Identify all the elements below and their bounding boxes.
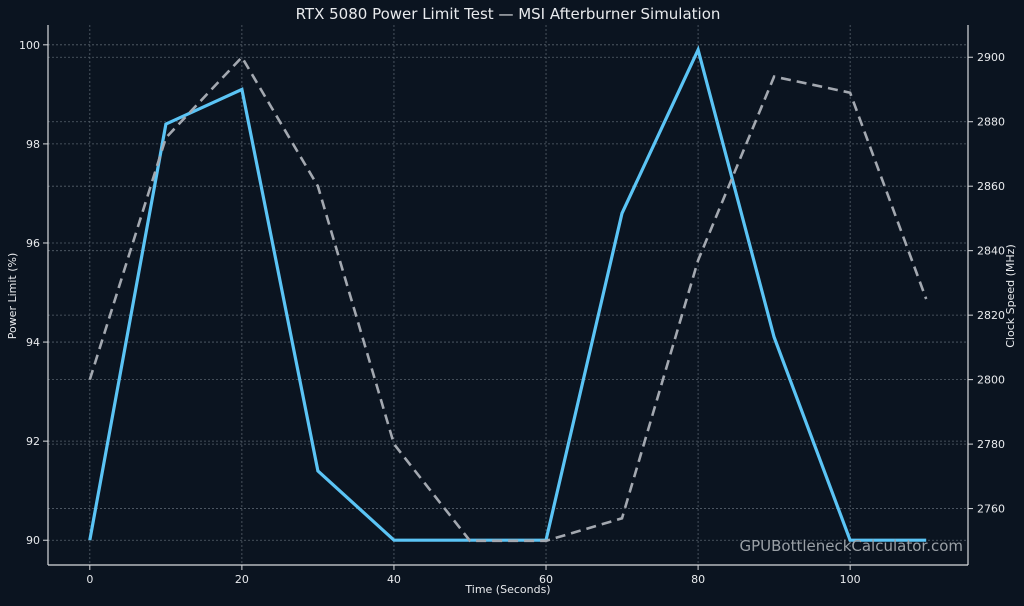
watermark-text: GPUBottleneckCalculator.com xyxy=(739,537,963,555)
y-left-tick-label: 92 xyxy=(26,435,40,448)
y-right-tick-label: 2780 xyxy=(977,438,1005,451)
left-y-axis-ticks: 90 92 94 96 98 100 xyxy=(19,39,48,547)
grid-lines xyxy=(48,25,968,565)
y-left-tick-label: 96 xyxy=(26,237,40,250)
y-right-tick-label: 2760 xyxy=(977,503,1005,516)
x-tick-label: 60 xyxy=(539,573,553,586)
y-left-tick-label: 90 xyxy=(26,534,40,547)
y-right-tick-label: 2860 xyxy=(977,180,1005,193)
right-y-axis-label: Clock Speed (MHz) xyxy=(1004,244,1017,347)
x-tick-label: 40 xyxy=(387,573,401,586)
series-layer xyxy=(88,45,928,543)
clock-speed-line xyxy=(88,55,928,543)
y-right-tick-label: 2900 xyxy=(977,51,1005,64)
y-right-tick-label: 2820 xyxy=(977,309,1005,322)
x-tick-label: 80 xyxy=(691,573,705,586)
y-left-tick-label: 100 xyxy=(19,39,40,52)
x-tick-label: 100 xyxy=(840,573,861,586)
y-right-tick-label: 2800 xyxy=(977,374,1005,387)
y-right-tick-label: 2880 xyxy=(977,116,1005,129)
left-y-axis-label: Power Limit (%) xyxy=(6,253,19,340)
y-right-tick-label: 2840 xyxy=(977,245,1005,258)
axes xyxy=(47,25,969,566)
y-left-tick-label: 94 xyxy=(26,336,40,349)
x-axis-ticks: 0 20 40 60 80 100 xyxy=(86,565,861,586)
x-axis-label: Time (Seconds) xyxy=(464,583,550,596)
x-tick-label: 0 xyxy=(86,573,93,586)
x-tick-label: 20 xyxy=(235,573,249,586)
y-left-tick-label: 98 xyxy=(26,138,40,151)
right-y-axis-ticks: 2760 2780 2800 2820 2840 2860 2880 2900 xyxy=(968,51,1005,516)
power-limit-line xyxy=(88,45,927,542)
chart-title: RTX 5080 Power Limit Test — MSI Afterbur… xyxy=(296,5,721,23)
